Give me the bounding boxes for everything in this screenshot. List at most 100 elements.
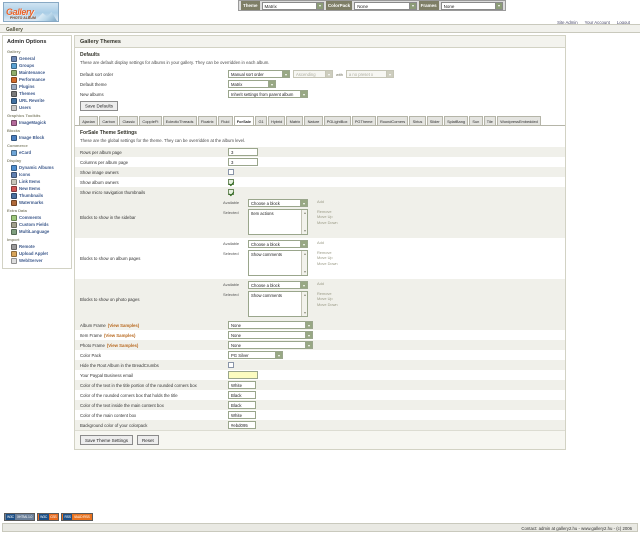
tab-g1[interactable]: G1 xyxy=(255,116,267,125)
tab-wordpressembedded[interactable]: WordpressEmbedded xyxy=(497,116,541,125)
badge-css[interactable]: W3C CSS xyxy=(37,513,60,521)
tab-splatbang[interactable]: SplatBang xyxy=(443,116,469,125)
tab-fluid[interactable]: Fluid xyxy=(217,116,233,125)
listbox-scrollbar[interactable] xyxy=(301,250,307,275)
colorpack-selector[interactable]: None xyxy=(354,1,417,10)
sidebar-item-multilanguage[interactable]: MultiLanguage xyxy=(3,228,71,235)
sidebar-item-dynamic-albums[interactable]: Dynamic Albums xyxy=(3,164,71,171)
tab-classic[interactable]: Classic xyxy=(119,116,139,125)
sidebar-item-thumbnails[interactable]: Thumbnails xyxy=(3,192,71,199)
selected-blocks-listbox[interactable]: Show comments xyxy=(248,290,308,317)
color-setting-input[interactable]: Black xyxy=(228,391,256,399)
hide-root-album-checkbox[interactable] xyxy=(228,362,234,368)
sidebar-item-comments[interactable]: Comments xyxy=(3,214,71,221)
selected-blocks-listbox[interactable]: Item actions xyxy=(248,208,308,235)
tab-hybrid[interactable]: Hybrid xyxy=(267,116,286,125)
sort-direction-select[interactable]: Ascending xyxy=(293,70,333,78)
selected-blocks-listbox[interactable]: Show comments xyxy=(248,249,308,276)
sidebar-item-upload-applet[interactable]: Upload Applet xyxy=(3,250,71,257)
tab-coppieft[interactable]: CoppIeFt xyxy=(139,116,162,125)
add-block-button[interactable]: Add xyxy=(317,240,324,245)
color-setting-input[interactable]: #ebd095 xyxy=(228,421,256,429)
tab-matrix[interactable]: Matrix xyxy=(286,116,304,125)
sidebar-item-maintenance[interactable]: Maintenance xyxy=(3,69,71,76)
tab-floatrix[interactable]: Floatrix xyxy=(197,116,217,125)
sidebar-item-image-block[interactable]: Image Block xyxy=(3,134,71,141)
remove-button[interactable]: Remove xyxy=(317,208,332,214)
save-defaults-button[interactable]: Save Defaults xyxy=(80,100,119,111)
setting-checkbox[interactable] xyxy=(228,179,234,185)
selected-block-item[interactable]: Show comments xyxy=(251,292,282,298)
available-block-select[interactable]: Choose a block xyxy=(248,281,308,289)
add-block-button[interactable]: Add xyxy=(317,281,324,286)
tab-sirius[interactable]: Sirius xyxy=(409,116,426,125)
theme-selector[interactable]: Matrix xyxy=(261,1,324,10)
sidebar-item-general[interactable]: General xyxy=(3,55,71,62)
tab-roundcorners[interactable]: RoundCorners xyxy=(376,116,409,125)
tab-ajaxian[interactable]: Ajaxian xyxy=(79,116,99,125)
tab-carbon[interactable]: Carbon xyxy=(99,116,119,125)
selected-block-item[interactable]: Show comments xyxy=(251,251,282,257)
color-setting-input[interactable]: Black xyxy=(228,401,256,409)
sidebar-item-new-items[interactable]: New Items xyxy=(3,185,71,192)
remove-button[interactable]: Remove xyxy=(317,290,332,296)
sidebar-item-watermarks[interactable]: Watermarks xyxy=(3,199,71,206)
gallery-logo[interactable]: Gallery PHOTO ALBUM xyxy=(3,2,59,22)
frame-select[interactable]: None xyxy=(228,341,313,349)
tab-pgtheme[interactable]: PGTheme xyxy=(351,116,376,125)
add-block-button[interactable]: Add xyxy=(317,199,324,204)
color-setting-input[interactable]: White xyxy=(228,381,256,389)
save-theme-settings-button[interactable]: Save Theme Settings xyxy=(80,435,133,445)
colorpack-select[interactable]: PG Silver xyxy=(228,351,283,359)
sidebar-item-users[interactable]: Users xyxy=(3,104,71,111)
move-up-button[interactable]: Move Up xyxy=(317,296,333,301)
sidebar-item-custom-fields[interactable]: Custom Fields xyxy=(3,221,71,228)
tab-tile[interactable]: Tile xyxy=(483,116,497,125)
move-down-button[interactable]: Move Down xyxy=(317,260,338,266)
selected-block-item[interactable]: Item actions xyxy=(251,210,274,216)
breadcrumb[interactable]: Gallery xyxy=(6,26,23,33)
setting-checkbox[interactable] xyxy=(228,169,234,175)
view-samples-link[interactable]: (View Samples) xyxy=(103,332,136,338)
listbox-scrollbar[interactable] xyxy=(301,209,307,234)
top-link-site-admin[interactable]: Site Admin xyxy=(557,20,578,25)
tab-slider[interactable]: Slider xyxy=(426,116,443,125)
setting-text-input[interactable]: 3 xyxy=(228,148,258,156)
move-down-button[interactable]: Move Down xyxy=(317,219,338,225)
tab-nature[interactable]: Nature xyxy=(304,116,323,125)
move-up-button[interactable]: Move Up xyxy=(317,255,333,260)
view-samples-link[interactable]: (View Samples) xyxy=(106,342,139,348)
frame-select[interactable]: None xyxy=(228,331,313,339)
tab-sun[interactable]: Sun xyxy=(469,116,483,125)
preset-select[interactable]: a no preset x xyxy=(345,70,394,78)
top-link-your-account[interactable]: Your Account xyxy=(584,20,610,25)
sidebar-item-imagemagick[interactable]: ImageMagick xyxy=(3,119,71,126)
sidebar-item-icons[interactable]: Icons xyxy=(3,171,71,178)
setting-checkbox[interactable] xyxy=(228,189,234,195)
available-block-select[interactable]: Choose a block xyxy=(248,240,308,248)
default-theme-select[interactable]: Matrix xyxy=(228,80,276,88)
reset-button[interactable]: Reset xyxy=(136,435,159,445)
sidebar-item-url-rewrite[interactable]: URL Rewrite xyxy=(3,97,71,104)
listbox-scrollbar[interactable] xyxy=(301,291,307,316)
sidebar-item-performance[interactable]: Performance xyxy=(3,76,71,83)
tab-eclecticthreads[interactable]: EclecticThreads xyxy=(162,116,197,125)
move-down-button[interactable]: Move Down xyxy=(317,301,338,307)
sidebar-item-themes[interactable]: Themes xyxy=(3,90,71,97)
view-samples-link[interactable]: (View Samples) xyxy=(107,322,140,328)
tab-pglightbox[interactable]: PGLightBox xyxy=(323,116,351,125)
sidebar-item-groups[interactable]: Groups xyxy=(3,62,71,69)
available-block-select[interactable]: Choose a block xyxy=(248,199,308,207)
tab-forsale[interactable]: ForSale xyxy=(233,116,255,125)
badge-xhtml-1-0[interactable]: W3C XHTML 1.0 xyxy=(4,513,36,521)
setting-text-input[interactable]: 3 xyxy=(228,158,258,166)
move-up-button[interactable]: Move Up xyxy=(317,214,333,219)
paypal-email-input[interactable] xyxy=(228,371,258,379)
top-link-logout[interactable]: Logout xyxy=(616,20,630,25)
frame-select[interactable]: None xyxy=(228,321,313,329)
sidebar-item-web-server[interactable]: Web/Server xyxy=(3,257,71,264)
sidebar-item-plugins[interactable]: Plugins xyxy=(3,83,71,90)
sidebar-item-link-items[interactable]: Link Items xyxy=(3,178,71,185)
default-sort-order-select[interactable]: Manual sort order xyxy=(228,70,290,78)
sidebar-item-remote[interactable]: Remote xyxy=(3,243,71,250)
